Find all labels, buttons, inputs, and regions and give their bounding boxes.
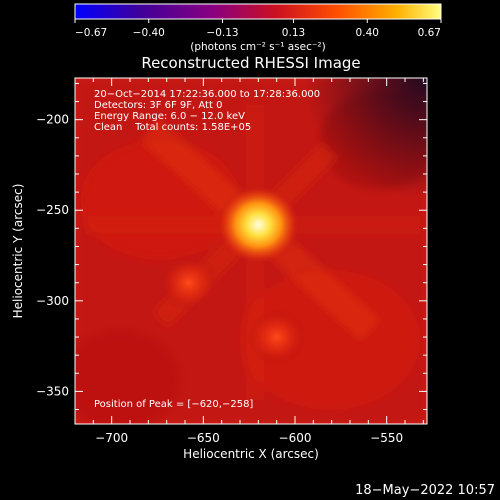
colorbar-tick-label: −0.67 [75,27,107,39]
chart-title: Reconstructed RHESSI Image [141,54,360,72]
y-axis-ticks: −200 −250 −300 −350 [36,82,427,411]
x-tick-label: −550 [370,431,403,445]
plot-frame [74,77,428,425]
y-tick-label: −300 [36,294,69,308]
annotation-energy-range: Energy Range: 6.0 − 12.0 keV [94,111,245,122]
y-tick-label: −250 [36,203,69,217]
x-axis-label: Heliocentric X (arcsec) [183,447,319,461]
y-tick-label: −350 [36,384,69,398]
annotation-total-counts: Clean Total counts: 1.58E+05 [94,122,251,133]
colorbar-unit-label: (photons cm⁻² s⁻¹ asec⁻²) [190,41,325,53]
x-axis-ticks: −700 −650 −600 −550 [92,78,424,445]
colorbar-tick-label: 0.40 [356,27,379,39]
image-area [75,78,427,424]
annotation-detectors: Detectors: 3F 6F 9F, Att 0 [94,100,222,111]
y-axis-label: Heliocentric Y (arcsec) [11,184,25,319]
x-tick-label: −600 [279,431,312,445]
secondary-source [158,254,219,312]
colorbar: −0.67 −0.40 −0.13 0.13 0.40 0.67 (photons cm⁻… [74,3,442,53]
annotation-time-range: 20−Oct−2014 17:22:36.000 to 17:28:36.000 [94,89,320,100]
render-timestamp: 18−May−2022 10:57 [355,483,495,498]
x-tick-label: −650 [187,431,220,445]
colorbar-tick-label: 0.13 [282,27,305,39]
colorbar-ticks: −0.67 −0.40 −0.13 0.13 0.40 0.67 [74,19,442,39]
y-tick-label: −200 [36,113,69,127]
source-layer [158,184,307,366]
annotation-block: 20−Oct−2014 17:22:36.000 to 17:28:36.000… [94,89,320,133]
secondary-source [246,308,307,366]
colorbar-gradient [74,3,442,20]
colorbar-tick-label: −0.13 [206,27,238,39]
colorbar-tick-label: 0.67 [418,27,441,39]
colorbar-tick-label: −0.40 [133,27,165,39]
peak-source [216,184,301,265]
peak-position-label: Position of Peak = [−620,−258] [94,399,253,410]
x-tick-label: −700 [95,431,128,445]
